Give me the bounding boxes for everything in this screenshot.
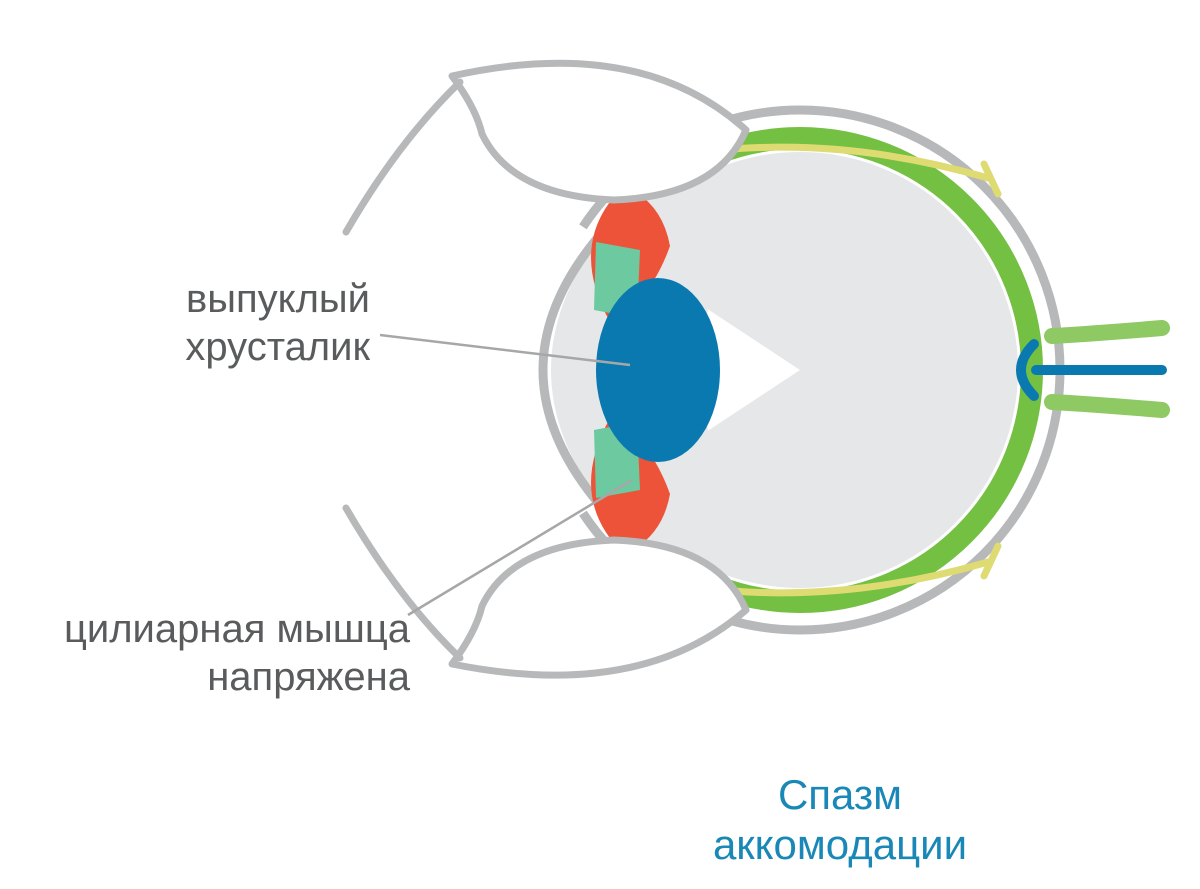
eye-diagram-svg <box>0 0 1200 889</box>
diagram-canvas: выпуклый хрусталик цилиарная мышца напря… <box>0 0 1200 889</box>
diagram-title: Спазм аккомодации <box>680 770 1000 871</box>
label-lens: выпуклый хрусталик <box>90 275 370 371</box>
label-lens-line1: выпуклый <box>186 277 370 321</box>
lens <box>596 278 720 462</box>
eyelid-bottom <box>452 540 746 675</box>
label-muscle-line1: цилиарная мышца <box>64 607 410 651</box>
label-lens-line2: хрусталик <box>185 325 370 369</box>
eyelid-top <box>452 63 746 200</box>
skin-line-top <box>346 82 460 232</box>
optic-nerve-sheath-top <box>1052 328 1162 336</box>
title-line2: аккомодации <box>713 821 967 868</box>
optic-nerve-sheath-bottom <box>1052 402 1162 410</box>
label-muscle-line2: напряжена <box>207 655 410 699</box>
title-line1: Спазм <box>778 771 902 818</box>
label-ciliary-muscle: цилиарная мышца напряжена <box>30 605 410 701</box>
